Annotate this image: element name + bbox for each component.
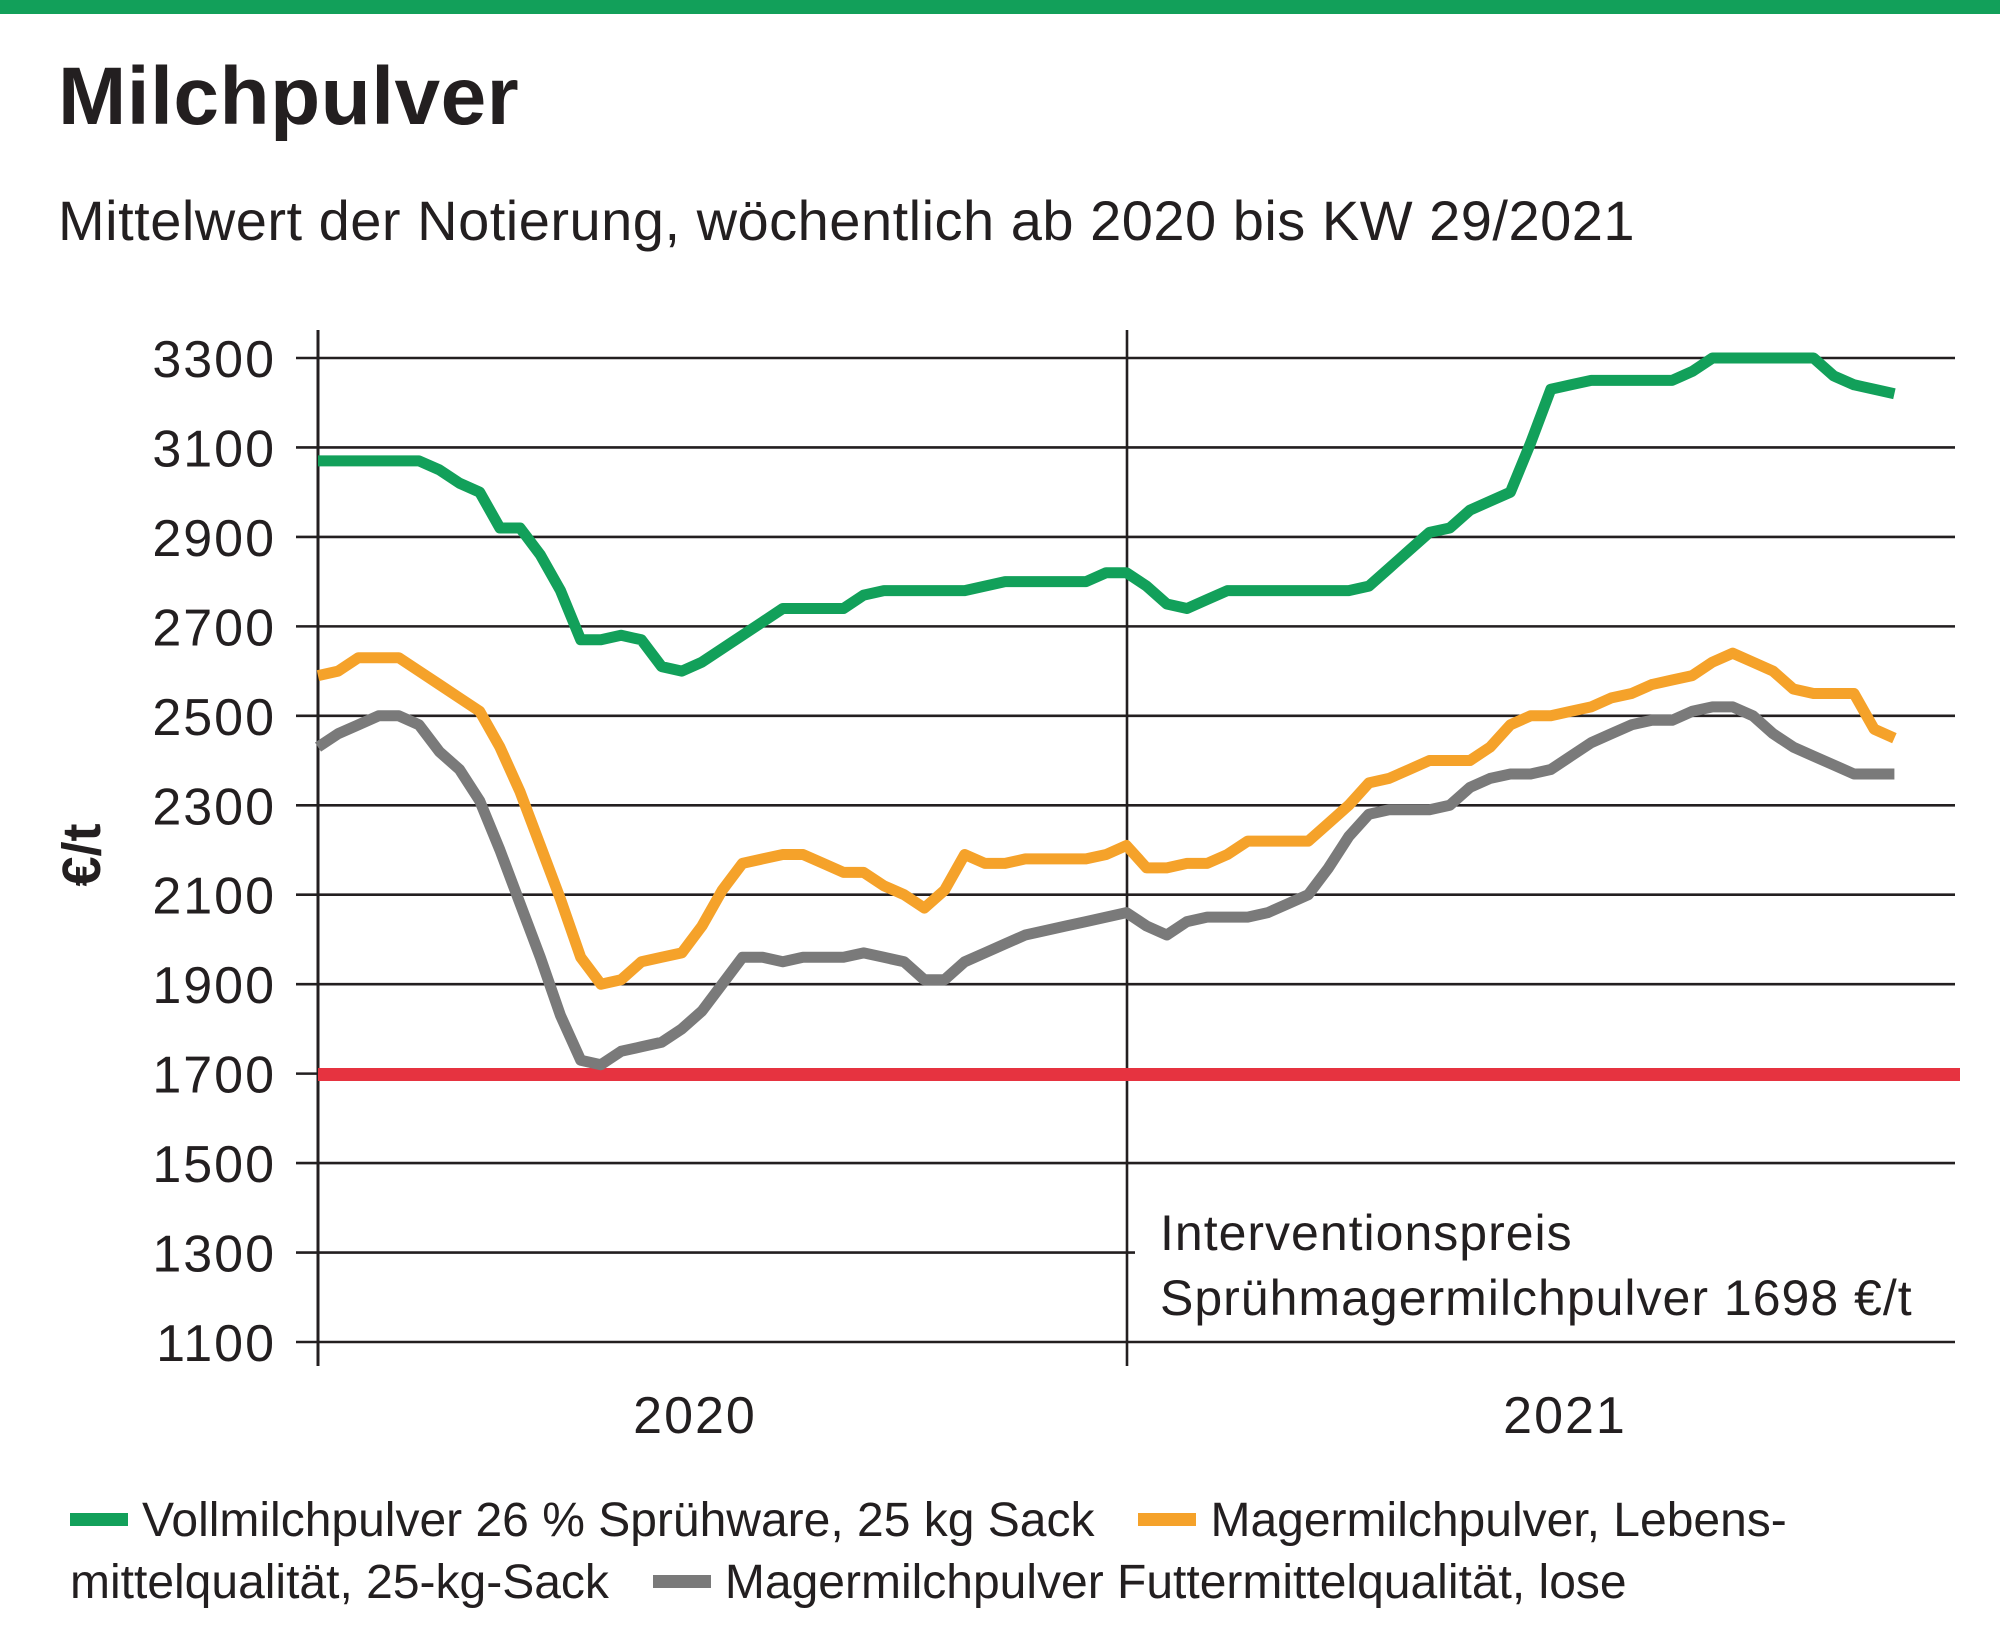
legend-row-2: mittelqualität, 25-kg-Sack Magermilchpulv… [70, 1552, 1970, 1614]
series-line-2 [316, 647, 1897, 990]
y-tick-1100: 1100 [156, 1315, 276, 1373]
series-lines [314, 352, 1897, 1071]
legend-label-magermilch-futtermittel: Magermilchpulver Futtermittelqualität, l… [724, 1556, 1627, 1609]
y-tick-1500: 1500 [152, 1136, 276, 1194]
y-tick-1300: 1300 [152, 1226, 276, 1284]
top-accent-bar [0, 0, 2000, 14]
x-label-2021: 2021 [1503, 1387, 1627, 1445]
x-axis-labels: 2020 2021 [633, 1387, 1627, 1445]
legend-swatch-green [70, 1512, 128, 1526]
reference-label-line2: Sprühmagermilchpulver 1698 €/t [1160, 1270, 1913, 1326]
legend-swatch-orange [1138, 1512, 1197, 1526]
y-tick-2500: 2500 [152, 689, 276, 747]
y-tick-2700: 2700 [152, 599, 276, 657]
axes [316, 330, 1129, 1366]
page-title: Milchpulver [58, 51, 520, 142]
y-tick-2100: 2100 [152, 868, 276, 926]
y-tick-3300: 3300 [152, 331, 276, 389]
intervention-price-line: Interventionspreis Sprühmagermilchpulver … [318, 1068, 1960, 1326]
series-line-3 [314, 701, 1895, 1071]
reference-label-line1: Interventionspreis [1160, 1205, 1573, 1261]
legend-label-vollmilch: Vollmilchpulver 26 % Sprühware, 25 kg Sa… [142, 1494, 1095, 1547]
y-tick-1900: 1900 [152, 957, 276, 1015]
legend-label-magermilch-lebensmittel-cont: mittelqualität, 25-kg-Sack [70, 1556, 609, 1609]
series-line-1 [318, 352, 1896, 677]
y-axis-tick-labels: 1100 1300 1500 1700 1900 2100 2300 2500 2700 2900… [152, 331, 276, 1373]
y-tick-2900: 2900 [152, 510, 276, 568]
line-chart: 1100 1300 1500 1700 1900 2100 2300 2500 2700 2900… [52, 330, 1960, 1445]
legend-swatch-gray [652, 1574, 711, 1588]
legend: Vollmilchpulver 26 % Sprühware, 25 kg Sa… [70, 1490, 1970, 1614]
chart-subtitle: Mittelwert der Notierung, wöchentlich ab… [58, 189, 1636, 252]
y-tick-2300: 2300 [152, 778, 276, 836]
x-label-2020: 2020 [633, 1387, 757, 1445]
y-tick-1700: 1700 [152, 1047, 276, 1105]
y-axis-label: €/t [52, 823, 112, 886]
y-tick-3100: 3100 [152, 420, 276, 478]
annotation-background [1135, 1195, 1960, 1325]
legend-row-1: Vollmilchpulver 26 % Sprühware, 25 kg Sa… [70, 1490, 1970, 1552]
legend-label-magermilch-lebensmittel: Magermilchpulver, Lebens- [1210, 1494, 1787, 1547]
